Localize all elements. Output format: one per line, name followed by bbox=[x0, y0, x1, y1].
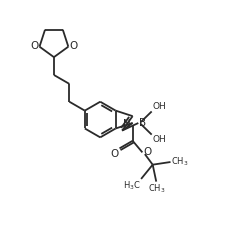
Text: H$_3$C: H$_3$C bbox=[123, 180, 140, 192]
Text: CH$_3$: CH$_3$ bbox=[171, 156, 189, 168]
Text: CH$_3$: CH$_3$ bbox=[148, 183, 166, 195]
Text: O: O bbox=[70, 41, 78, 51]
Text: OH: OH bbox=[152, 135, 166, 144]
Text: O: O bbox=[143, 147, 152, 157]
Text: B: B bbox=[139, 118, 146, 128]
Text: OH: OH bbox=[152, 102, 166, 111]
Text: N: N bbox=[123, 119, 131, 129]
Text: O: O bbox=[110, 149, 118, 159]
Text: O: O bbox=[30, 41, 38, 51]
